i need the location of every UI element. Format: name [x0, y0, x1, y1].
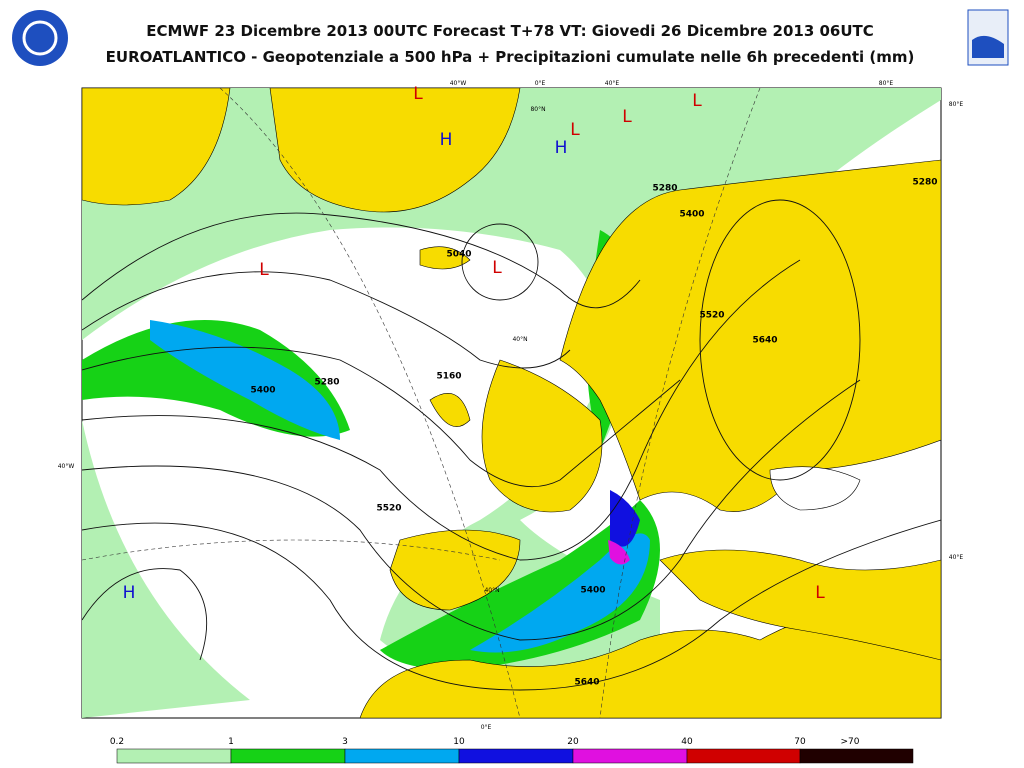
contour-label: 5640 — [752, 336, 777, 346]
isohypse — [82, 346, 681, 488]
legend-swatch — [799, 748, 914, 764]
logo-left-ring — [22, 20, 58, 56]
legend-swatch — [116, 748, 232, 764]
land-ireland — [429, 393, 471, 427]
isohypse — [461, 223, 539, 301]
land-europe-west — [481, 359, 603, 513]
legend-label: 20 — [567, 737, 579, 747]
legend-label: 40 — [681, 737, 693, 747]
contour-label: 5400 — [580, 586, 605, 596]
graticule-label: 40°W — [58, 463, 75, 470]
legend-swatch — [344, 748, 460, 764]
logo-right-wave — [972, 35, 1004, 58]
low-center: L — [622, 107, 632, 127]
precip-light — [82, 420, 250, 718]
land-iceland — [419, 246, 471, 270]
legend-swatch — [458, 748, 574, 764]
graticule-label: 0°E — [481, 724, 492, 731]
high-center: H — [440, 130, 453, 150]
land-canada — [82, 88, 231, 206]
low-center: L — [492, 258, 502, 278]
land-iberia — [389, 529, 521, 611]
graticule-label: 40°W — [450, 80, 467, 87]
legend-label: 3 — [342, 737, 348, 747]
subtitle: EUROATLANTICO - Geopotenziale a 500 hPa … — [106, 48, 915, 66]
legend-swatch — [686, 748, 801, 764]
graticule — [82, 88, 761, 718]
contour-label: 5280 — [912, 178, 937, 188]
contour-label: 5040 — [446, 250, 471, 260]
precip-blue — [470, 533, 650, 653]
isohypse — [82, 568, 208, 661]
logo-left — [12, 10, 68, 66]
map: L L L L L L L H H H 5280 5400 5280 5160 … — [58, 80, 964, 731]
low-center: L — [692, 91, 702, 111]
isohypse — [82, 271, 571, 369]
precip-green — [380, 500, 660, 670]
legend-label: 1 — [228, 737, 234, 747]
precip-magenta — [608, 540, 630, 565]
graticule-label: 40°N — [512, 336, 527, 343]
graticule-label: 0°E — [535, 80, 546, 87]
high-center: H — [555, 138, 568, 158]
high-center: H — [123, 583, 136, 603]
isohypse — [82, 259, 801, 561]
contour-label: 5640 — [574, 678, 599, 688]
contour-label: 5280 — [314, 378, 339, 388]
legend-swatch — [230, 748, 346, 764]
legend-label: 10 — [453, 737, 465, 747]
graticule-label: 40°E — [949, 554, 964, 561]
low-center: L — [259, 260, 269, 280]
legend-label: 70 — [794, 737, 806, 747]
low-center: L — [815, 583, 825, 603]
graticule-label: 40°E — [605, 80, 620, 87]
land-greenland — [269, 88, 521, 213]
contour-label: 5400 — [250, 386, 275, 396]
isohypse — [82, 519, 941, 691]
isohypse — [82, 212, 641, 309]
low-center: L — [413, 84, 423, 104]
contour-label: 5520 — [376, 504, 401, 514]
isohypse — [82, 379, 861, 641]
graticule-label: 40°N — [484, 587, 499, 594]
legend-label: 0.2 — [110, 737, 124, 747]
isohypse — [699, 199, 861, 481]
graticule-label: 80°E — [879, 80, 894, 87]
contour-label: 5520 — [699, 311, 724, 321]
graticule-label: 80°N — [530, 106, 545, 113]
precip-blue — [150, 320, 340, 440]
graticule-label: 80°E — [949, 101, 964, 108]
legend: 0.2 1 3 10 20 40 70 >70 — [110, 737, 914, 764]
low-center: L — [570, 120, 580, 140]
title: ECMWF 23 Dicembre 2013 00UTC Forecast T+… — [146, 22, 874, 40]
legend-label: >70 — [841, 737, 860, 747]
land-turkey — [659, 549, 941, 661]
contour-label: 5280 — [652, 184, 677, 194]
legend-swatch — [572, 748, 688, 764]
contour-label: 5160 — [436, 372, 461, 382]
contour-label: 5400 — [679, 210, 704, 220]
